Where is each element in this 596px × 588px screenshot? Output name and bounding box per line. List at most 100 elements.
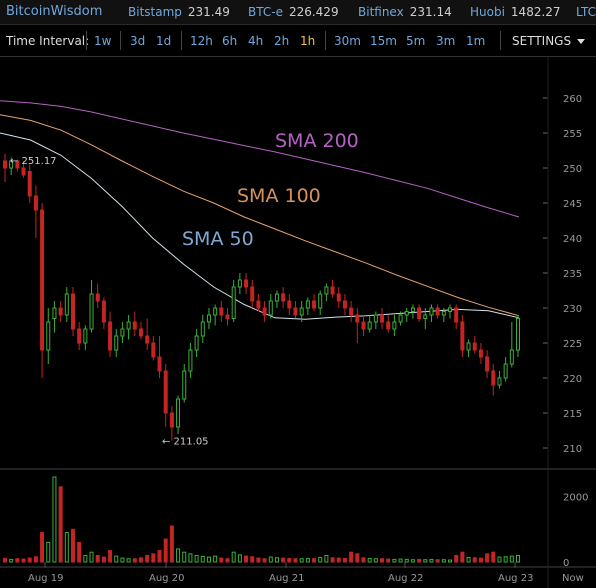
price-tick-label: 250	[563, 164, 582, 175]
price-tick-label: 235	[563, 269, 582, 280]
candle	[429, 304, 434, 322]
candle	[305, 297, 310, 315]
volume-bar	[70, 528, 75, 563]
candle-body	[423, 314, 428, 319]
interval-1w[interactable]: 1w	[94, 34, 112, 48]
candle	[33, 185, 38, 238]
volume-bar	[367, 557, 372, 563]
interval-2h[interactable]: 2h	[274, 34, 290, 48]
volume-bar	[83, 554, 88, 563]
candle	[448, 304, 453, 319]
interval-3m[interactable]: 3m	[436, 34, 456, 48]
interval-5m[interactable]: 5m	[406, 34, 426, 48]
candle	[485, 350, 490, 378]
candle-body	[324, 286, 329, 295]
interval-6h[interactable]: 6h	[222, 34, 238, 48]
candle-body	[200, 321, 205, 337]
interval-1d[interactable]: 1d	[156, 34, 172, 48]
volume-bar	[410, 559, 415, 563]
candle-body	[225, 314, 230, 319]
market-bitfinex[interactable]: Bitfinex 231.14	[358, 5, 452, 19]
interval-3d[interactable]: 3d	[130, 34, 146, 48]
brand-logo[interactable]: BitcoinWisdom	[6, 4, 103, 19]
interval-4h[interactable]: 4h	[248, 34, 264, 48]
volume-bar	[33, 556, 38, 563]
price-tick-label: 215	[563, 409, 582, 420]
candle	[231, 280, 236, 322]
candle	[101, 297, 106, 329]
volume-bar	[138, 557, 143, 563]
candle	[163, 364, 168, 427]
interval-12h[interactable]: 12h	[190, 34, 213, 48]
candle-body	[64, 293, 69, 316]
candle	[423, 308, 428, 329]
candle	[380, 308, 385, 329]
price-tick-label: 255	[563, 129, 582, 140]
settings-dropdown[interactable]: SETTINGS	[512, 34, 586, 48]
volume-bar	[194, 554, 199, 563]
candle-body	[367, 321, 372, 330]
candle-body	[417, 307, 422, 319]
candle	[27, 164, 32, 203]
candle	[77, 322, 82, 350]
candle	[70, 287, 75, 336]
candle-body	[318, 293, 323, 309]
volume-bar	[392, 558, 397, 563]
candle	[318, 290, 323, 315]
candle	[349, 301, 354, 322]
low-price-marker: ← 211.05	[162, 437, 209, 448]
volume-bar	[423, 559, 428, 563]
candle-body	[176, 398, 181, 428]
chart-axes: 260 255 250 245 240 235 230 225 220 215 210 2000 0 Au…	[0, 57, 596, 588]
candle	[89, 280, 94, 333]
volume-bar	[324, 554, 329, 563]
price-tick-label: 260	[563, 94, 582, 105]
interval-1h[interactable]: 1h	[300, 34, 316, 48]
candle-body	[95, 293, 100, 302]
volume-bar	[373, 558, 378, 563]
candle-body	[40, 209, 45, 351]
candle	[491, 364, 496, 396]
interval-15m[interactable]: 15m	[370, 34, 397, 48]
volume-bar	[497, 556, 502, 563]
candle-body	[15, 160, 20, 169]
volume-bar	[27, 557, 32, 563]
candle-body	[114, 335, 119, 351]
interval-30m[interactable]: 30m	[334, 34, 361, 48]
candle	[460, 315, 465, 357]
price-chart[interactable]: 260 255 250 245 240 235 230 225 220 215 210 2000 0 Au…	[0, 57, 596, 588]
candle-body	[305, 300, 310, 309]
market-huobi[interactable]: Huobi 1482.27	[470, 5, 561, 19]
candle	[392, 315, 397, 336]
candle-body	[70, 293, 75, 330]
volume-bar	[157, 550, 162, 563]
candlestick-series	[3, 154, 520, 441]
candle	[281, 287, 286, 308]
candle-body	[101, 300, 106, 323]
market-ltc[interactable]: LTC	[576, 5, 596, 19]
volume-bar	[200, 555, 205, 563]
candle	[361, 315, 366, 336]
time-tick-label: Aug 21	[269, 573, 304, 584]
candle-body	[485, 356, 490, 372]
candle	[466, 339, 471, 357]
candle	[237, 273, 242, 294]
candle-body	[281, 293, 286, 302]
volume-tick-label: 0	[563, 558, 569, 569]
market-btce[interactable]: BTC-e 226.429	[248, 5, 339, 19]
interval-1m[interactable]: 1m	[466, 34, 486, 48]
candle	[219, 301, 224, 322]
volume-bar	[15, 558, 20, 563]
market-bitstamp[interactable]: Bitstamp 231.49	[128, 5, 230, 19]
candle-body	[33, 195, 38, 211]
volume-bar	[182, 551, 187, 563]
candle-body	[213, 307, 218, 316]
candle	[9, 157, 14, 175]
price-tick-label: 230	[563, 304, 582, 315]
price-tick-label: 210	[563, 444, 582, 455]
candle	[157, 336, 162, 378]
candle	[15, 159, 20, 172]
candle-body	[349, 307, 354, 316]
volume-bar	[460, 551, 465, 563]
volume-bar	[448, 559, 453, 563]
